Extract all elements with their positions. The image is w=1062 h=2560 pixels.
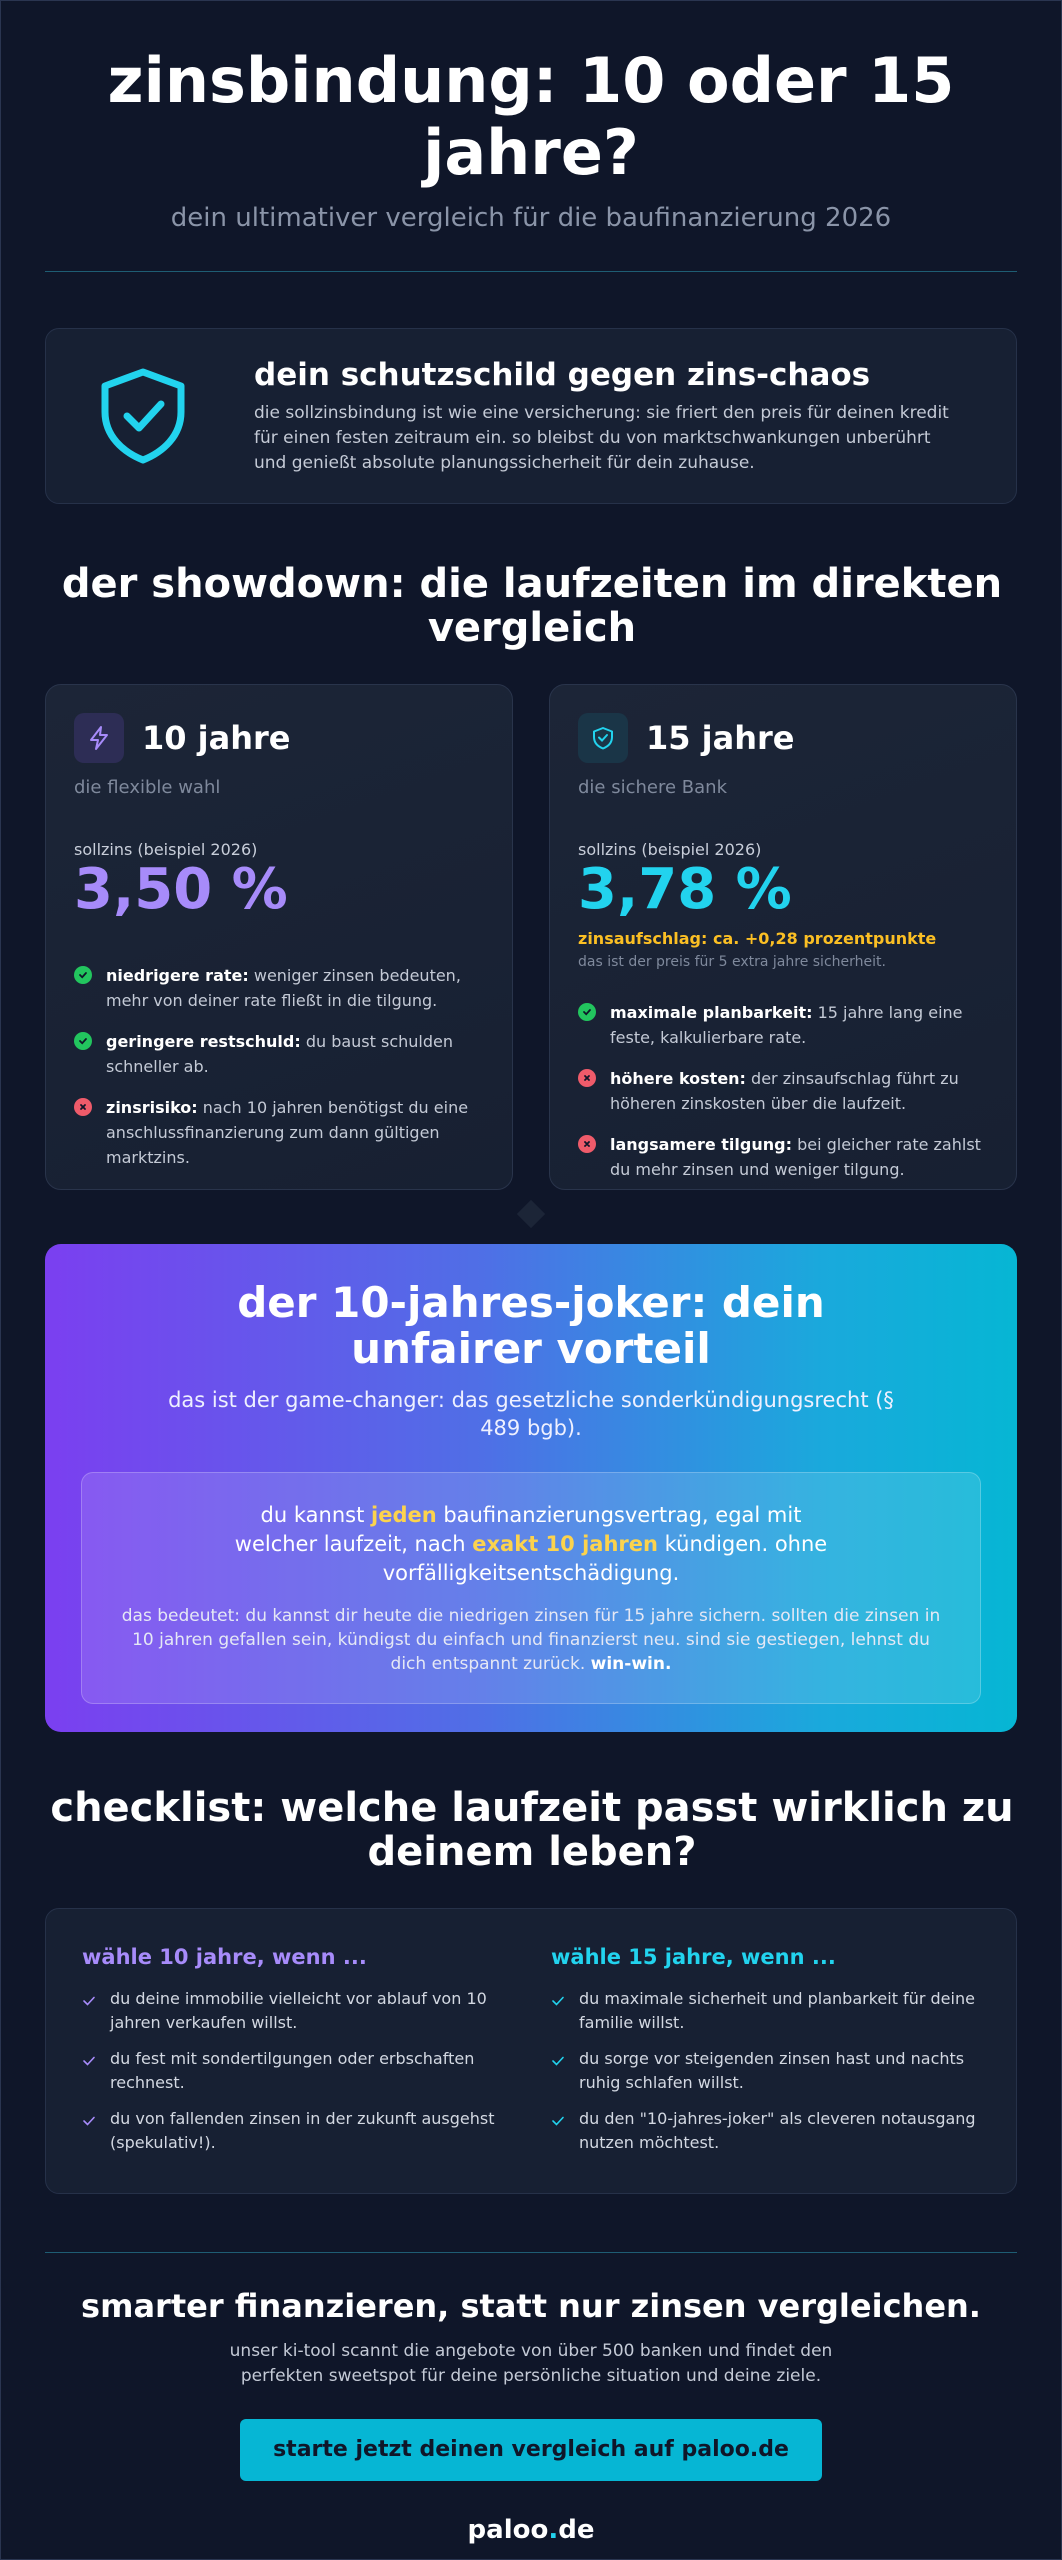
plan-tagline: die sichere Bank bbox=[578, 777, 727, 798]
joker-highlight-box: du kannst jeden baufinanzierungsvertrag,… bbox=[81, 1472, 981, 1704]
joker-title: der 10-jahres-joker: dein unfairer vorte… bbox=[237, 1278, 825, 1373]
pro-point: geringere restschuld: du baust schulden … bbox=[74, 1029, 484, 1079]
checklist-card: wähle 10 jahre, wenn ... du deine immobi… bbox=[45, 1908, 1017, 2194]
point-text: langsamere tilgung: bei gleicher rate za… bbox=[610, 1135, 981, 1179]
rate-surcharge-note: das ist der preis für 5 extra jahre sich… bbox=[578, 954, 886, 970]
rate-value: 3,50 % bbox=[74, 857, 288, 922]
joker-explanation: das bedeutet: du kannst dir heute die ni… bbox=[121, 1606, 941, 1674]
shield-card-title: dein schutzschild gegen zins-chaos bbox=[254, 356, 871, 393]
shield-check-icon bbox=[88, 366, 198, 466]
plan-tagline: die flexible wahl bbox=[74, 777, 221, 798]
page-subtitle: dein ultimativer vergleich für die baufi… bbox=[170, 203, 892, 233]
list-item: du fest mit sondertilgungen oder erbscha… bbox=[82, 2047, 511, 2095]
divider bbox=[45, 271, 1017, 272]
checklist-heading: wähle 15 jahre, wenn ... bbox=[551, 1945, 836, 1969]
checklist-column-15-jahre: wähle 15 jahre, wenn ... du maximale sic… bbox=[551, 1945, 980, 2193]
check-circle-icon bbox=[578, 1003, 596, 1021]
list-item: du von fallenden zinsen in der zukunft a… bbox=[82, 2107, 511, 2155]
plan-name: 15 jahre bbox=[646, 719, 795, 757]
list-item: du deine immobilie vielleicht vor ablauf… bbox=[82, 1987, 511, 2035]
divider bbox=[45, 2252, 1017, 2253]
header: zinsbindung: 10 oder 15 jahre? dein ulti… bbox=[45, 1, 1017, 234]
footer-text: unser ki-tool scannt die angebote von üb… bbox=[229, 2341, 833, 2386]
plan-head: 10 jahre bbox=[74, 713, 484, 763]
cta-button[interactable]: starte jetzt deinen vergleich auf paloo.… bbox=[240, 2419, 822, 2481]
rate-label: sollzins (beispiel 2026) bbox=[74, 840, 258, 859]
checklist-title: checklist: welche laufzeit passt wirklic… bbox=[50, 1785, 1014, 1875]
plan-name: 10 jahre bbox=[142, 719, 291, 757]
check-icon bbox=[551, 2052, 565, 2095]
pro-point: maximale planbarkeit: 15 jahre lang eine… bbox=[578, 1000, 988, 1050]
check-icon bbox=[82, 1992, 96, 2035]
con-point: höhere kosten: der zinsaufschlag führt z… bbox=[578, 1066, 988, 1116]
plan-head: 15 jahre bbox=[578, 713, 988, 763]
check-icon bbox=[551, 1992, 565, 2035]
rate-label: sollzins (beispiel 2026) bbox=[578, 840, 762, 859]
x-circle-icon bbox=[578, 1135, 596, 1153]
point-text: zinsrisiko: nach 10 jahren benötigst du … bbox=[106, 1098, 469, 1167]
diamond-divider bbox=[516, 1199, 546, 1229]
checklist-items: du maximale sicherheit und planbarkeit f… bbox=[551, 1987, 980, 2155]
joker-statement: du kannst jeden baufinanzierungsvertrag,… bbox=[234, 1503, 828, 1585]
con-point: langsamere tilgung: bei gleicher rate za… bbox=[578, 1132, 988, 1182]
check-icon bbox=[82, 2052, 96, 2095]
point-text: höhere kosten: der zinsaufschlag führt z… bbox=[610, 1069, 959, 1113]
footer: smarter finanzieren, statt nur zinsen ve… bbox=[45, 2287, 1017, 2545]
shield-card: dein schutzschild gegen zins-chaos die s… bbox=[45, 328, 1017, 504]
point-text: niedrigere rate: weniger zinsen bedeuten… bbox=[106, 966, 461, 1010]
footer-title: smarter finanzieren, statt nur zinsen ve… bbox=[81, 2287, 981, 2325]
plan-card-10-jahre: 10 jahre die flexible wahl sollzins (bei… bbox=[45, 684, 513, 1190]
shield-card-text: dein schutzschild gegen zins-chaos die s… bbox=[254, 357, 954, 476]
shield-card-body: die sollzinsbindung ist wie eine versich… bbox=[254, 402, 949, 473]
page-title: zinsbindung: 10 oder 15 jahre? bbox=[107, 44, 955, 189]
pro-point: niedrigere rate: weniger zinsen bedeuten… bbox=[74, 963, 484, 1013]
rate-surcharge: zinsaufschlag: ca. +0,28 prozentpunkte bbox=[578, 929, 937, 948]
joker-lead: das ist der game-changer: das gesetzlich… bbox=[168, 1388, 894, 1440]
con-point: zinsrisiko: nach 10 jahren benötigst du … bbox=[74, 1095, 484, 1170]
shield-check-icon bbox=[578, 713, 628, 763]
brand-logo[interactable]: paloo.de bbox=[467, 2515, 595, 2545]
checklist-heading: wähle 10 jahre, wenn ... bbox=[82, 1945, 367, 1969]
check-icon bbox=[551, 2112, 565, 2155]
point-text: geringere restschuld: du baust schulden … bbox=[106, 1032, 453, 1076]
x-circle-icon bbox=[74, 1098, 92, 1116]
list-item: du den "10-jahres-joker" als cleveren no… bbox=[551, 2107, 980, 2155]
checklist-column-10-jahre: wähle 10 jahre, wenn ... du deine immobi… bbox=[82, 1945, 511, 2193]
checklist-items: du deine immobilie vielleicht vor ablauf… bbox=[82, 1987, 511, 2155]
showdown-title: der showdown: die laufzeiten im direkten… bbox=[61, 561, 1003, 651]
point-text: maximale planbarkeit: 15 jahre lang eine… bbox=[610, 1003, 963, 1047]
check-circle-icon bbox=[74, 1032, 92, 1050]
x-circle-icon bbox=[578, 1069, 596, 1087]
joker-card: der 10-jahres-joker: dein unfairer vorte… bbox=[45, 1244, 1017, 1732]
check-circle-icon bbox=[74, 966, 92, 984]
check-icon bbox=[82, 2112, 96, 2155]
rate-value: 3,78 % bbox=[578, 857, 792, 922]
lightning-icon bbox=[74, 713, 124, 763]
plan-card-15-jahre: 15 jahre die sichere Bank sollzins (beis… bbox=[549, 684, 1017, 1190]
list-item: du maximale sicherheit und planbarkeit f… bbox=[551, 1987, 980, 2035]
plan-comparison: 10 jahre die flexible wahl sollzins (bei… bbox=[45, 684, 1017, 1190]
list-item: du sorge vor steigenden zinsen hast und … bbox=[551, 2047, 980, 2095]
plan-points: niedrigere rate: weniger zinsen bedeuten… bbox=[74, 963, 484, 1170]
plan-points: maximale planbarkeit: 15 jahre lang eine… bbox=[578, 1000, 988, 1182]
